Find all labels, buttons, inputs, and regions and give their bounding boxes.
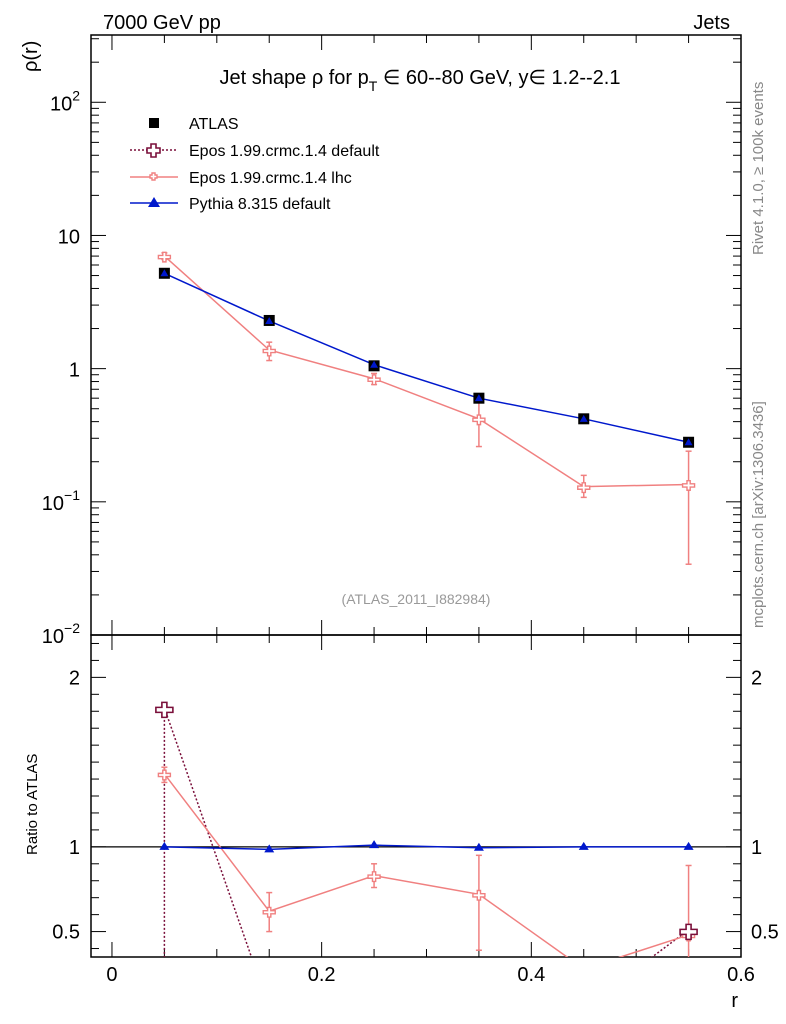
- ratio-epos-lhc-point: [157, 769, 172, 781]
- main-y-tick-label-exp: 2: [72, 87, 80, 103]
- main-y-tick-label-base: 1: [69, 360, 80, 382]
- ratio-pythia-line: [164, 844, 689, 851]
- main-y-tick-label: 10−1: [42, 487, 80, 515]
- legend: ATLAS Epos 1.99.crmc.1.4 default Epos 1.…: [130, 116, 380, 213]
- main-y-tick-label: 1: [69, 360, 80, 382]
- legend-pythia-marker: [148, 197, 160, 207]
- legend-epos-default-marker: [146, 143, 161, 158]
- analysis-watermark: (ATLAS_2011_I882984): [342, 591, 491, 607]
- ratio-series-group: [155, 701, 698, 975]
- pythia-point: [579, 414, 588, 422]
- main-y-tick-label: 102: [50, 87, 80, 115]
- title-part-sub: T: [369, 78, 378, 94]
- main-y-tick-label-base: 10: [50, 93, 72, 115]
- main-ylabel: ρ(r): [20, 41, 42, 72]
- x-tick-label: 0: [106, 964, 117, 986]
- ratio-pythia-point: [369, 840, 380, 849]
- ratio-plot-frame: [90, 634, 742, 958]
- main-y-tick-label-exp: −1: [64, 487, 80, 503]
- ratio-pythia-point: [264, 844, 275, 853]
- x-axis-label: r: [731, 990, 738, 1012]
- legend-epos-default-label: Epos 1.99.crmc.1.4 default: [189, 143, 380, 160]
- pythia-point: [370, 360, 379, 368]
- epos-lhc-line: [163, 255, 689, 488]
- legend-epos-lhc-marker: [149, 172, 158, 181]
- ratio-epos-lhc-point: [262, 906, 276, 918]
- ratio-epos-lhc-line: [163, 773, 689, 957]
- ratio-epos-default-point: [155, 701, 174, 719]
- ratio-pythia-point: [683, 841, 694, 850]
- ratio-y-tick-label: 1: [69, 837, 80, 859]
- ratio-y-tick-label-right: 1: [751, 837, 762, 859]
- pythia-point: [160, 269, 169, 277]
- ratio-epos-default-line: [163, 707, 690, 957]
- legend-atlas-marker: [149, 118, 159, 128]
- main-y-tick-label-exp: −2: [64, 620, 80, 636]
- title-part-a: Jet shape ρ for p: [220, 67, 369, 89]
- epos-lhc-point: [681, 479, 696, 491]
- mcplots-side-label: mcplots.cern.ch [arXiv:1306.3436]: [750, 401, 767, 628]
- main-y-tick-label: 10−2: [42, 620, 80, 648]
- ratio-epos-lhc-point: [367, 871, 381, 883]
- pythia-point: [474, 394, 483, 402]
- ratio-pythia-point: [578, 841, 589, 850]
- ratio-epos-lhc-point: [472, 889, 486, 901]
- ratio-y-tick-label: 0.5: [52, 922, 80, 944]
- main-y-tick-label: 10: [58, 226, 80, 248]
- main-y-tick-label-base: 10: [42, 626, 64, 648]
- legend-pythia-label: Pythia 8.315 default: [189, 196, 331, 213]
- pythia-point: [684, 438, 693, 446]
- ratio-y-tick-label-right: 2: [751, 667, 762, 689]
- legend-atlas-label: ATLAS: [189, 116, 239, 133]
- epos-lhc-point: [472, 414, 486, 426]
- ratio-y-tick-label: 2: [69, 667, 80, 689]
- header-right-label: Jets: [693, 12, 730, 34]
- ratio-ylabel: Ratio to ATLAS: [24, 754, 41, 855]
- legend-epos-lhc-label: Epos 1.99.crmc.1.4 lhc: [189, 170, 352, 187]
- ratio-panel: 2 2 1 1 0.5 0.5 0 0.2 0.4 0.6: [52, 634, 779, 986]
- ratio-epos-lhc-point: [578, 965, 590, 975]
- ratio-y-tick-label-right: 0.5: [751, 922, 779, 944]
- main-y-tick-label-base: 10: [42, 493, 64, 515]
- epos-lhc-point: [367, 374, 381, 386]
- ratio-pythia-point: [473, 842, 484, 851]
- epos-lhc-point: [577, 482, 591, 494]
- title-part-b: ∈ 60--80 GeV, y∈ 1.2--2.1: [377, 67, 620, 89]
- ratio-epos-default-point: [679, 923, 698, 941]
- pythia-point: [265, 316, 274, 324]
- rivet-side-label: Rivet 4.1.0, ≥ 100k events: [750, 82, 767, 255]
- epos-lhc-point: [157, 251, 172, 263]
- main-title: Jet shape ρ for pT ∈ 60--80 GeV, y∈ 1.2-…: [220, 67, 621, 94]
- x-tick-label: 0.2: [308, 964, 336, 986]
- main-y-tick-label-base: 10: [58, 226, 80, 248]
- pythia-line: [164, 272, 689, 443]
- x-tick-label: 0.4: [517, 964, 545, 986]
- epos-lhc-point: [262, 345, 276, 357]
- x-tick-label: 0.6: [727, 964, 755, 986]
- header-left-label: 7000 GeV pp: [103, 12, 221, 34]
- ratio-pythia-point: [159, 841, 170, 850]
